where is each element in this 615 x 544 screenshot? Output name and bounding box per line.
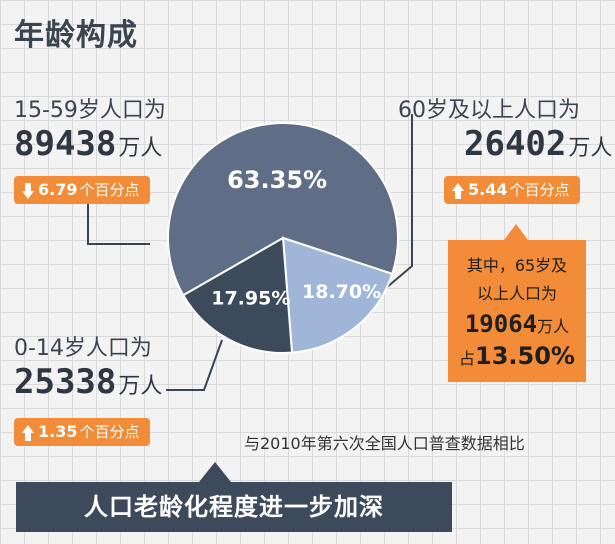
working-age-value: 89438 [14,124,117,164]
children-value-row: 25338万人 [14,362,162,402]
children-change-value: 1.35 [38,422,78,441]
callout-line1: 其中，65岁及 [466,256,568,275]
working-age-value-row: 89438万人 [14,124,162,164]
elderly-unit: 万人 [568,136,613,161]
children-change-badge: 1.35 个百分点 [14,418,150,446]
arrow-up-icon [452,182,464,199]
aged-65-callout: 其中，65岁及 以上人口为 19064万人 占13.50% [448,224,586,382]
page-title: 年龄构成 [14,18,138,53]
elderly-label: 60岁及以上人口为 [398,98,580,123]
callout-share-row: 占13.50% [448,342,586,370]
pie-slice-working-age [167,122,399,297]
working-age-change-badge: 6.79 个百分点 [14,176,150,204]
callout-share-prefix: 占 [459,349,476,368]
working-age-label: 15-59岁人口为 [14,98,166,123]
aging-banner: 人口老龄化程度进一步加深 [16,462,452,532]
arrow-up-icon [22,424,34,441]
elderly-change-value: 5.44 [468,180,508,199]
callout-line2: 以上人口为 [476,284,557,303]
comparison-note: 与2010年第六次全国人口普查数据相比 [244,434,525,453]
pie-label-children: 17.95% [211,288,290,310]
elderly-change-unit: 个百分点 [509,181,570,199]
elderly-value-row: 26402万人 [464,124,612,164]
leader-line-children [166,339,223,391]
leader-line-working [87,204,150,245]
working-age-change-value: 6.79 [38,180,78,199]
pie-label-elderly: 18.70% [302,281,381,303]
elderly-value: 26402 [464,124,567,164]
children-value: 25338 [14,362,117,402]
children-change-unit: 个百分点 [79,423,140,441]
children-label: 0-14岁人口为 [14,336,152,361]
leader-line-elderly [385,114,413,289]
working-age-change-unit: 个百分点 [79,181,140,199]
children-unit: 万人 [118,374,163,399]
callout-value-row: 19064万人 [448,310,586,338]
pie-label-working-age: 63.35% [227,166,327,194]
callout-value: 19064 [464,310,538,338]
pie-slice-elderly [281,236,394,354]
pie-slice-children [181,236,294,354]
callout-unit: 万人 [537,317,570,336]
working-age-unit: 万人 [118,136,163,161]
arrow-down-icon [22,182,34,199]
callout-share: 13.50% [475,342,575,370]
elderly-change-badge: 5.44 个百分点 [444,176,580,204]
